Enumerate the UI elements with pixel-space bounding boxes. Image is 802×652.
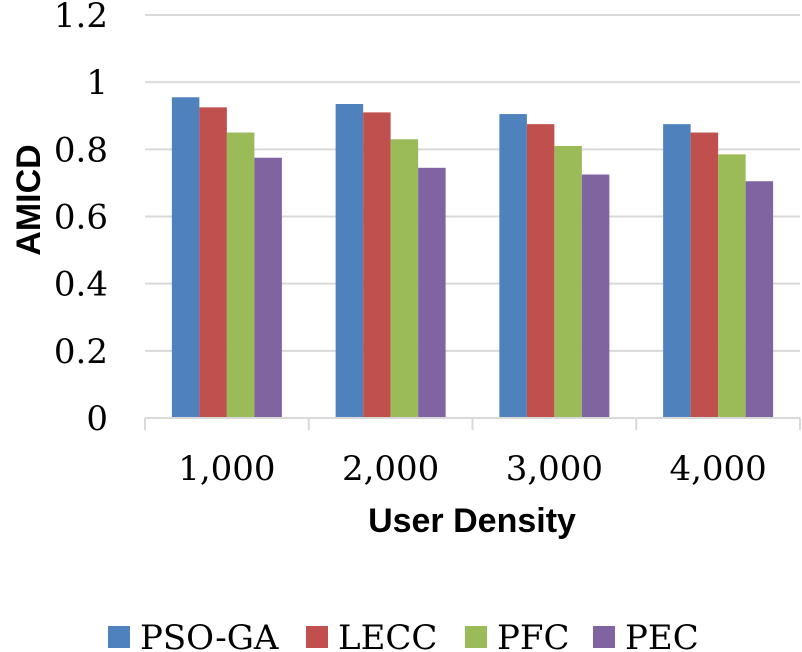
x-tick-label: 3,000 (506, 449, 603, 489)
x-tick-label: 4,000 (669, 449, 766, 489)
y-tick-label: 0.2 (54, 332, 108, 372)
bar-pfc-2 (554, 145, 582, 418)
x-axis-title: User Density (368, 502, 576, 540)
x-tick-label: 2,000 (342, 449, 439, 489)
legend: PSO-GA LECC PFC PEC (108, 618, 699, 652)
bar-pso-ga-2 (499, 114, 527, 418)
legend-label-pec: PEC (625, 618, 699, 652)
bar-lecc-1 (363, 112, 391, 419)
bar-lecc-2 (526, 124, 555, 418)
x-axis (144, 417, 801, 430)
bar-lecc-3 (690, 132, 719, 418)
legend-swatch-pso-ga (108, 626, 130, 648)
bar-pec-0 (254, 157, 282, 418)
legend-swatch-pfc (465, 626, 487, 648)
y-tick-label: 0.6 (54, 198, 108, 238)
legend-label-pso-ga: PSO-GA (140, 618, 279, 652)
y-axis-title: AMICD (10, 144, 48, 255)
bar-pso-ga-1 (335, 103, 364, 418)
bar-pec-1 (418, 167, 446, 418)
y-tick-label: 0.8 (54, 130, 108, 170)
legend-swatch-pec (593, 626, 615, 648)
bar-pfc-0 (226, 132, 255, 418)
bar-pec-3 (745, 181, 774, 418)
legend-label-lecc: LECC (338, 618, 437, 652)
legend-swatch-lecc (306, 626, 328, 648)
bars (171, 97, 774, 419)
x-tick-label: 1,000 (178, 449, 275, 489)
bar-lecc-0 (199, 107, 227, 419)
y-tick-label: 1 (86, 63, 108, 103)
y-tick-label: 0 (86, 399, 108, 439)
y-tick-label: 1.2 (54, 0, 108, 36)
bar-pfc-3 (718, 154, 746, 418)
legend-label-pfc: PFC (497, 618, 569, 652)
x-tick-labels: 1,000 2,000 3,000 4,000 (178, 449, 767, 489)
y-tick-label: 0.4 (54, 265, 108, 305)
bar-pso-ga-0 (171, 97, 200, 418)
y-tick-labels: 0 0.2 0.4 0.6 0.8 1 1.2 (54, 0, 108, 439)
bar-pfc-1 (390, 139, 419, 418)
bar-pec-2 (581, 174, 610, 418)
bar-pso-ga-3 (663, 124, 691, 418)
